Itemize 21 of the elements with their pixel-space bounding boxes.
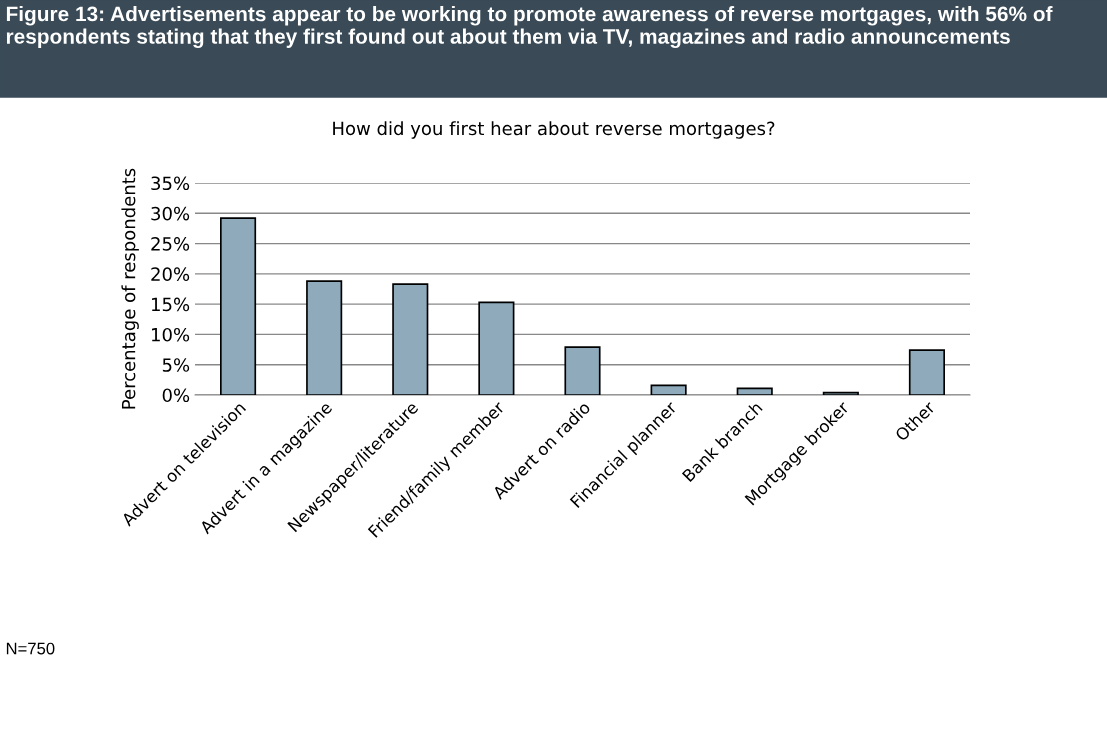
chart-subtitle: How did you first hear about reverse mortgages? <box>333 121 775 139</box>
y-tick-label: 10% <box>151 327 190 342</box>
y-tick-label: 5% <box>162 358 190 372</box>
y-tick-label: 25% <box>151 237 190 251</box>
y-tick-label: 30% <box>151 206 190 221</box>
bar <box>306 280 343 395</box>
chart-title: Figure 13: Advertisements appear to be working to promote awareness of reverse mortgages, with 56% of respondents stating that they first found out about them via TV, magazines and radio announcements <box>6 6 1053 49</box>
bar <box>736 387 773 395</box>
y-axis-title: Percentage of respondents <box>121 168 139 409</box>
text: N=750 <box>6 642 55 655</box>
bar <box>564 346 601 395</box>
y-tick-label: 20% <box>151 267 190 281</box>
bar <box>650 384 687 395</box>
y-tick-label: 15% <box>151 297 190 312</box>
bar <box>822 391 859 395</box>
y-tick-label: 35% <box>151 176 190 191</box>
y-tick-label: 0% <box>162 388 190 403</box>
bar <box>392 283 429 395</box>
bar <box>219 217 257 395</box>
bar <box>478 301 515 395</box>
bar <box>908 349 946 395</box>
